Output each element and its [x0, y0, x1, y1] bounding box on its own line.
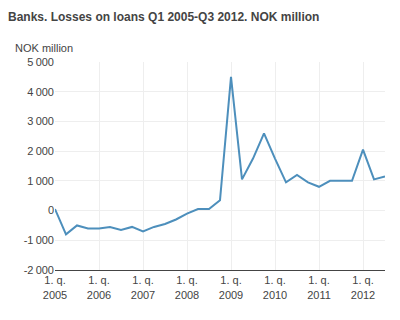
svg-text:1. q.2012: 1. q.2012	[351, 274, 375, 300]
svg-text:1. q.2010: 1. q.2010	[263, 274, 287, 300]
svg-text:4 000: 4 000	[27, 86, 54, 98]
svg-text:NOK million: NOK million	[15, 42, 73, 54]
svg-text:1. q.2009: 1. q.2009	[219, 274, 243, 300]
svg-text:1 000: 1 000	[27, 175, 54, 187]
svg-text:1. q.2011: 1. q.2011	[307, 274, 331, 300]
svg-text:1. q.2008: 1. q.2008	[175, 274, 199, 300]
svg-text:5 000: 5 000	[27, 56, 54, 68]
svg-text:0: 0	[48, 204, 54, 216]
svg-text:1. q.2005: 1. q.2005	[43, 274, 67, 300]
svg-text:-2 000: -2 000	[24, 264, 54, 276]
svg-text:1. q.2007: 1. q.2007	[131, 274, 155, 300]
svg-text:1. q.2006: 1. q.2006	[87, 274, 111, 300]
svg-text:3 000: 3 000	[27, 115, 54, 127]
svg-text:2 000: 2 000	[27, 145, 54, 157]
svg-text:-1 000: -1 000	[24, 234, 54, 246]
svg-text:Banks. Losses on loans Q1 2005: Banks. Losses on loans Q1 2005-Q3 2012. …	[8, 10, 319, 24]
